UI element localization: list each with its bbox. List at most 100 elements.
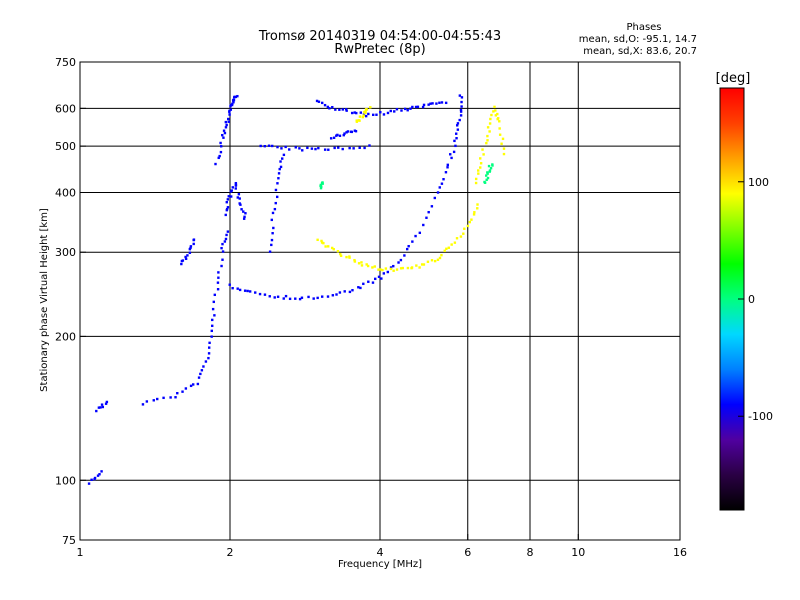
data-point [436,191,440,194]
data-point [263,293,267,296]
data-point [95,409,98,413]
data-point [486,126,490,129]
data-point [473,211,476,214]
stats-line-x: mean, sd,X: 83.6, 20.7 [583,46,697,57]
data-point [226,206,230,209]
data-point [345,255,348,259]
data-point [382,113,386,116]
data-point [485,178,488,182]
data-point [306,146,309,150]
data-point [392,264,395,268]
data-point [409,107,412,110]
data-point [323,103,327,107]
data-point [221,250,225,253]
data-point [411,240,414,243]
data-point [348,256,351,259]
data-point [274,201,277,205]
data-point [227,195,230,198]
data-point [243,289,247,292]
data-point [395,268,399,271]
data-point [228,283,231,286]
data-point [234,187,237,190]
data-point [152,399,155,402]
data-point [242,217,246,220]
data-point [314,147,317,151]
data-point [324,245,327,248]
data-point [477,169,480,172]
data-point [494,114,498,117]
data-point [357,286,360,289]
data-point [373,265,376,268]
data-point [454,132,458,135]
x-tick-label: 1 [77,546,84,559]
data-point [364,110,367,113]
grid-lines [80,62,680,540]
data-point [377,275,381,279]
data-point [403,254,406,257]
data-point [276,295,280,298]
data-point [498,127,501,130]
data-point [421,105,425,109]
data-point [374,277,377,281]
data-point [97,406,101,409]
data-point [315,99,319,103]
data-point [407,244,410,248]
data-point [502,147,506,150]
data-point [460,96,464,99]
data-point [222,129,226,132]
data-point [238,197,241,200]
data-point [221,242,224,246]
data-point [184,257,188,261]
data-point [486,176,490,180]
data-point [365,263,368,266]
data-point [442,178,445,181]
data-point [243,215,246,219]
data-point [489,117,492,121]
data-point [393,110,396,113]
data-point [496,112,499,116]
data-point [276,182,279,185]
data-point [444,101,448,105]
data-point [176,391,179,395]
data-point [211,318,214,322]
data-point [222,136,225,139]
data-point [401,266,404,270]
data-point [268,250,272,253]
data-point [350,130,354,134]
data-point [415,264,418,267]
data-point [326,295,330,298]
data-point [174,396,177,399]
data-point [345,109,348,112]
data-points [87,94,506,485]
data-point [460,100,463,104]
data-point [317,146,320,150]
data-point [231,286,234,290]
data-point [344,108,348,111]
data-point [446,163,449,167]
data-point [298,147,301,150]
data-point [221,258,224,261]
data-point [485,141,488,145]
data-point [280,147,283,150]
data-point [217,271,220,274]
data-point [334,108,337,111]
data-point [224,213,227,217]
data-point [90,478,93,481]
data-point [397,261,400,264]
data-point [359,286,362,290]
data-point [360,261,363,264]
data-point [223,131,227,135]
data-point [433,196,437,200]
data-point [210,329,213,333]
stats-title: Phases [626,22,661,33]
data-point [339,254,343,257]
data-point [189,384,193,388]
data-point [331,294,335,297]
data-point [430,259,434,262]
data-point [348,146,351,150]
data-point [377,268,380,271]
data-point [338,134,342,137]
data-point [100,470,103,473]
data-point [498,120,501,123]
data-point [294,297,297,300]
